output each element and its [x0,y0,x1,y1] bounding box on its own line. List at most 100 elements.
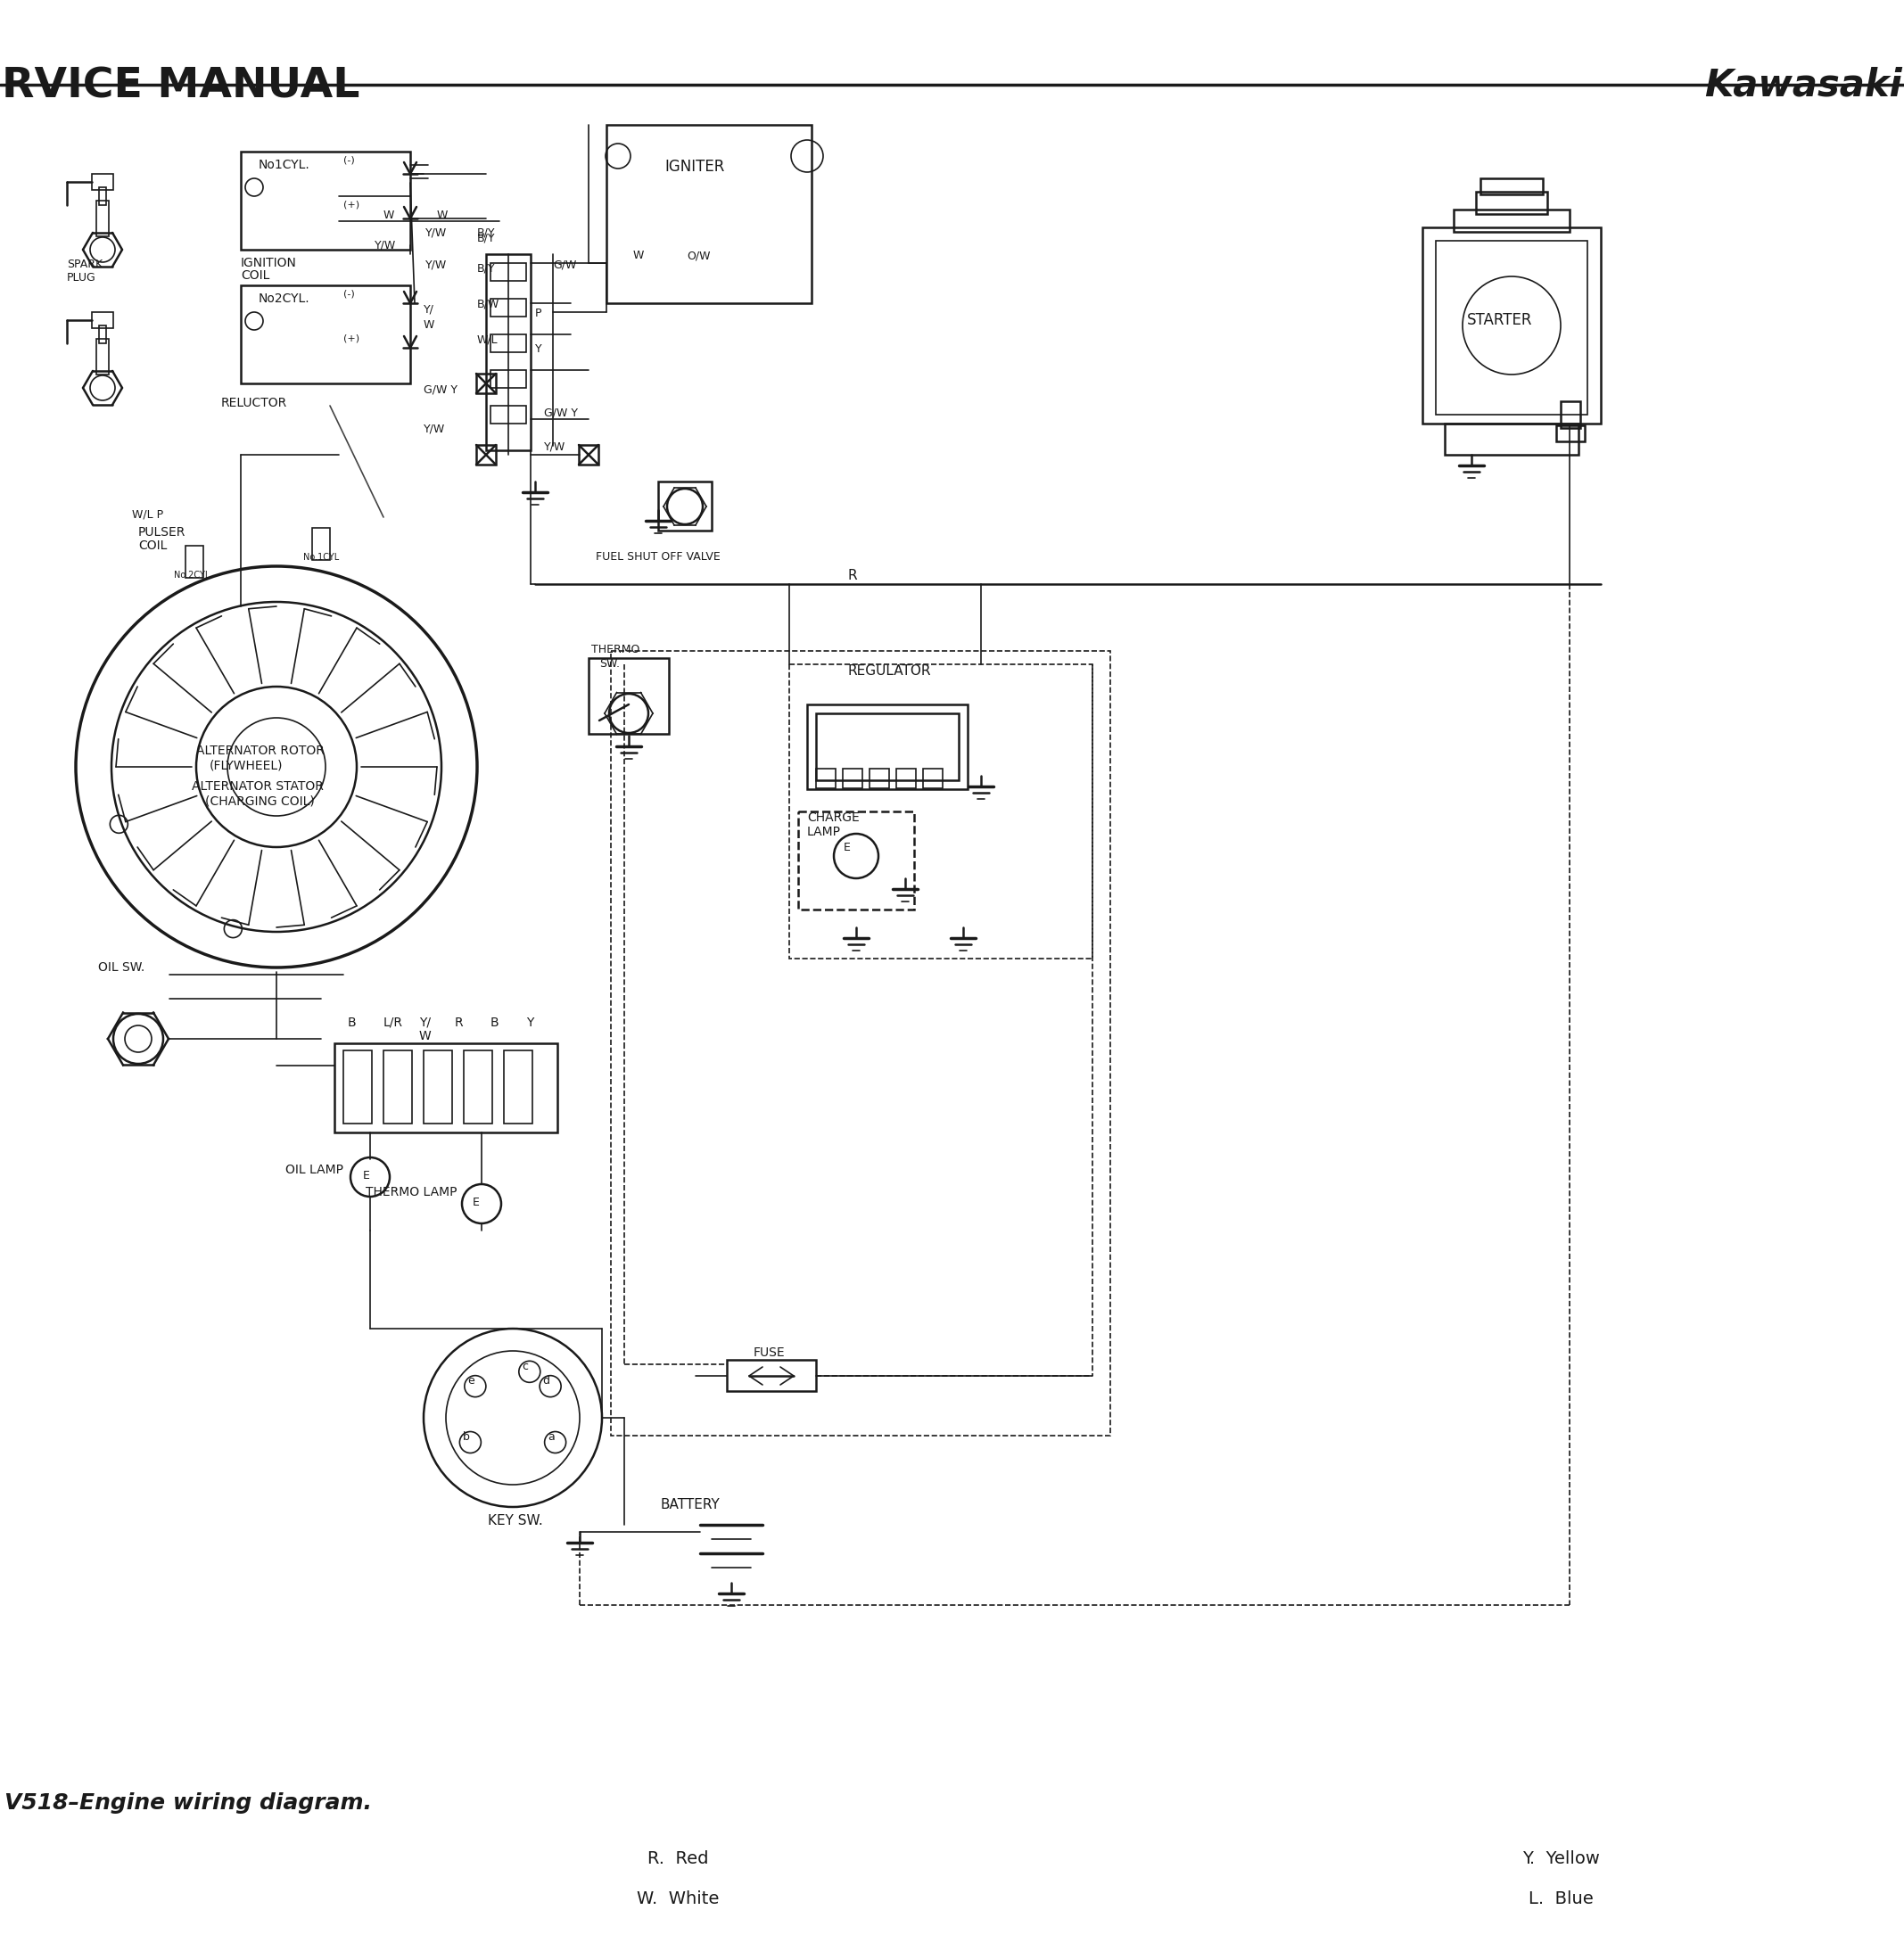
Bar [807,705,967,789]
Bar [240,286,409,383]
Bar [91,313,112,328]
Text: Y/: Y/ [419,1016,430,1030]
Text: E: E [843,841,851,853]
Text: G/W Y: G/W Y [545,406,579,418]
Bar [1476,192,1548,214]
Bar [335,1043,558,1133]
Text: B/Y: B/Y [478,262,495,274]
Text: c: c [522,1360,527,1372]
Text: Y: Y [526,1016,533,1030]
Text: SPARK
PLUG: SPARK PLUG [67,258,103,284]
Bar [491,406,526,424]
Text: B/W: B/W [478,299,499,311]
Bar [1481,179,1542,194]
Bar [491,369,526,389]
Text: d: d [543,1376,550,1387]
Bar [476,373,495,392]
Text: E: E [364,1170,369,1181]
Text: W: W [419,1030,432,1041]
Text: CHARGE
LAMP: CHARGE LAMP [807,812,859,837]
Text: W: W [634,249,644,260]
Text: THERMO: THERMO [592,643,640,655]
Bar [579,445,598,464]
Bar [727,1360,817,1391]
Bar [1422,227,1601,424]
Bar [1436,241,1588,414]
Text: FUEL SHUT OFF VALVE: FUEL SHUT OFF VALVE [596,552,720,563]
Text: RELUCTOR: RELUCTOR [221,396,288,410]
Text: W/L: W/L [478,334,499,346]
Text: a: a [546,1432,554,1444]
Text: ALTERNATOR STATOR: ALTERNATOR STATOR [192,781,324,793]
Text: E: E [472,1197,480,1209]
Text: Y/W: Y/W [375,239,396,251]
Bar [897,769,916,789]
Text: (CHARGING COIL): (CHARGING COIL) [206,795,314,808]
Text: W/L P: W/L P [131,509,164,521]
Text: R: R [455,1016,463,1030]
Bar [465,1051,493,1123]
Bar [185,546,204,577]
Text: COIL: COIL [139,540,168,552]
Bar [588,659,668,734]
Text: RVICE MANUAL: RVICE MANUAL [2,66,360,107]
Bar [870,769,889,789]
Bar [99,187,107,206]
Text: KEY SW.: KEY SW. [487,1514,543,1527]
Text: W: W [438,210,447,222]
Text: BATTERY: BATTERY [661,1498,720,1512]
Text: R.  Red: R. Red [647,1850,708,1867]
Text: COIL: COIL [240,270,270,282]
Bar [91,173,112,190]
Bar [843,769,863,789]
Text: Y/W: Y/W [425,258,447,270]
Text: FUSE: FUSE [754,1346,784,1358]
Text: (-): (-) [343,290,354,299]
Text: (FLYWHEEL): (FLYWHEEL) [209,760,284,771]
Text: (-): (-) [343,155,354,165]
Text: V518–Engine wiring diagram.: V518–Engine wiring diagram. [4,1791,371,1813]
Text: B/Y: B/Y [478,231,495,243]
Bar [790,665,1093,958]
Text: Y/: Y/ [423,303,434,315]
Text: W: W [423,319,434,330]
Bar [817,713,960,781]
Text: No.2CYL: No.2CYL [173,571,209,579]
Bar [97,338,109,375]
Text: ALTERNATOR ROTOR: ALTERNATOR ROTOR [196,744,324,758]
Text: b: b [463,1432,470,1444]
Text: B: B [348,1016,356,1030]
Bar [343,1051,371,1123]
Bar [491,299,526,317]
Text: O/W: O/W [687,249,710,260]
Text: OIL SW.: OIL SW. [99,962,145,973]
Text: W: W [383,210,394,222]
Text: Y/W: Y/W [425,227,447,239]
Bar [99,326,107,344]
Bar [923,769,942,789]
Bar [607,124,811,303]
Text: STARTER: STARTER [1466,313,1533,328]
Bar [505,1051,533,1123]
Text: e: e [466,1376,474,1387]
Text: R: R [847,569,857,583]
Text: No.1CYL: No.1CYL [303,554,339,562]
Bar [486,255,531,451]
Bar [798,812,914,909]
Text: OIL LAMP: OIL LAMP [286,1164,343,1176]
Text: Y: Y [535,344,543,356]
Bar [491,262,526,282]
Bar [240,152,409,249]
Bar [1445,424,1578,455]
Text: No2CYL.: No2CYL. [259,293,310,305]
Text: B/Y: B/Y [478,227,495,239]
Bar [817,769,836,789]
Text: IGNITION: IGNITION [240,256,297,270]
Bar [611,651,1110,1436]
Text: Kawasaki: Kawasaki [1704,66,1902,105]
Bar [97,200,109,237]
Text: THERMO LAMP: THERMO LAMP [366,1185,457,1199]
Text: Y/W: Y/W [423,424,446,435]
Bar [423,1051,451,1123]
Bar [383,1051,411,1123]
